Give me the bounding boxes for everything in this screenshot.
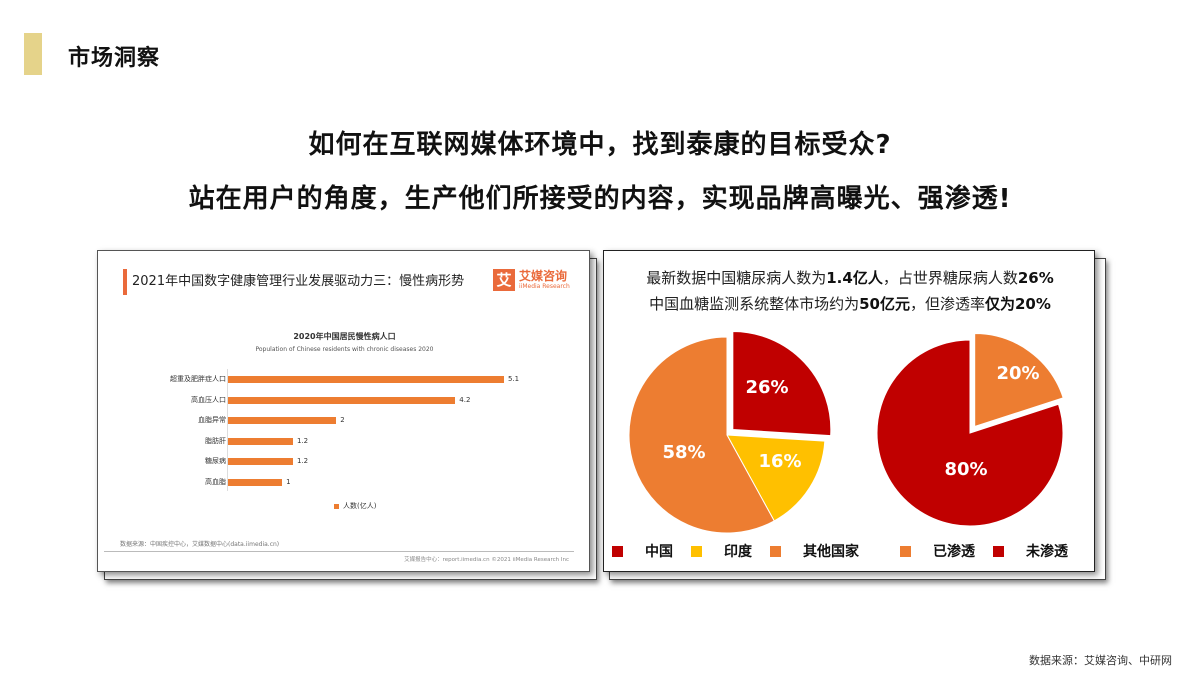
brand-name-en: iiMedia Research [519,283,570,290]
bar-chart-legend: 人数(亿人) [334,501,376,511]
bar-value-label: 4.2 [459,395,471,404]
bar-value-label: 1.2 [296,457,309,465]
stat2-penetration: 仅为20% [985,295,1051,313]
bar-category-label: 糖尿病 [205,457,226,465]
bar-legend-label: 人数(亿人) [343,502,377,510]
bar-chart-subtitle: Population of Chinese residents with chr… [255,346,434,353]
report-source: 数据来源：中国疾控中心，艾媒数据中心(data.iimedia.cn) [120,541,280,548]
brand-name-cn: 艾媒咨询 [519,269,568,283]
bar-value-label: 2 [340,416,345,424]
bar-chart-title: 2020年中国居民慢性病人口 [293,332,396,341]
report-divider [104,551,574,552]
report-card: 2021年中国数字健康管理行业发展驱动力三：慢性病形势 艾 艾媒咨询 iiMed… [97,250,590,572]
legend-swatch-icon [691,545,702,557]
pie-slice-label: 80% [944,459,987,480]
bar-value-label: 1 [286,477,291,486]
stat1-share: 26% [1017,269,1054,287]
legend-item: 其他国家 [770,541,859,561]
bar [228,478,283,486]
stat-line-market-size: 中国血糖监测系统整体市场约为50亿元，但渗透率仅为20% [604,293,1096,314]
bar-row: 血脂异常 2 [98,415,591,425]
pie-slice [726,434,826,522]
pie-slice-label: 20% [996,363,1039,384]
legend-swatch-icon [900,545,911,557]
footer-data-source: 数据来源：艾媒咨询、中研网 [1029,654,1172,667]
bar-row: 超重及肥胖症人口 5.1 [98,374,591,384]
brand-logo-icon: 艾 [493,269,515,291]
legend-item: 中国 [612,541,673,561]
bar-row: 糖尿病 1.2 [98,456,591,466]
legend-swatch-icon [770,545,781,557]
legend-label: 其他国家 [803,544,859,560]
pie1-legend: 中国 印度 其他国家 [612,541,877,561]
legend-label: 未渗透 [1026,544,1068,560]
bar-row: 脂肪肝 1.2 [98,436,591,446]
legend-label: 印度 [724,544,752,560]
bar-row: 高血脂 1 [98,477,591,487]
pie-slice-label: 16% [758,451,801,472]
pie-chart-diabetes-share: 26% 16% 58% [628,331,832,534]
bar-category-label: 高血脂 [205,477,226,486]
stat1-count: 1.4亿人 [826,269,883,287]
bar-row: 高血压人口 4.2 [98,395,591,405]
stat2-text: 中国血糖监测系统整体市场约为 [649,295,860,313]
bar [228,376,504,383]
bar-category-label: 脂肪肝 [205,436,226,445]
legend-swatch-icon [993,545,1004,557]
pie-slice [876,339,1064,527]
stat-line-diabetes-population: 最新数据中国糖尿病人数为1.4亿人，占世界糖尿病人数26% [604,267,1096,288]
iimedia-logo: 艾 艾媒咨询 iiMedia Research [493,269,570,291]
legend-item: 印度 [691,541,752,561]
legend-item: 已渗透 [900,541,975,561]
bar [228,417,337,424]
bar [228,437,293,445]
bar-category-label: 高血压人口 [191,395,226,404]
bar [228,458,293,465]
bar-value-label: 1.2 [296,436,309,445]
legend-label: 中国 [645,544,673,560]
legend-swatch-icon [334,503,339,509]
pie2-legend: 已渗透 未渗透 [900,541,1086,561]
stat1-text: 最新数据中国糖尿病人数为 [646,269,827,287]
diabetes-stats-card: 最新数据中国糖尿病人数为1.4亿人，占世界糖尿病人数26% 中国血糖监测系统整体… [603,250,1095,572]
headline-answer: 站在用户的角度，生产他们所接受的内容，实现品牌高曝光、强渗透! [188,184,1012,214]
pie-slice-label: 58% [662,442,705,463]
stat2-market: 50亿元 [859,295,910,313]
stat2-text-mid: ，但渗透率 [909,295,985,313]
bar-value-label: 5.1 [508,375,520,383]
section-title: 市场洞察 [68,46,161,71]
bar-category-label: 血脂异常 [198,416,226,424]
bar [228,396,456,404]
headline-question: 如何在互联网媒体环境中，找到泰康的目标受众? [308,130,892,160]
section-accent-bar [24,33,42,75]
bar-chart-axis [227,369,228,491]
legend-label: 已渗透 [933,544,975,560]
pie-slice-label: 26% [745,377,788,398]
pie-slice [628,336,775,534]
report-title: 2021年中国数字健康管理行业发展驱动力三：慢性病形势 [123,269,464,295]
pie-chart-penetration: 20% 80% [876,333,1064,527]
pie-slice [732,331,832,437]
stat1-text-mid: ，占世界糖尿病人数 [882,269,1018,287]
legend-swatch-icon [612,545,623,557]
legend-item: 未渗透 [993,541,1068,561]
bar-category-label: 超重及肥胖症人口 [170,375,226,383]
report-footer: 艾媒报告中心：report.iimedia.cn ©2021 iiMedia R… [404,557,569,563]
pie-slice [974,333,1064,428]
